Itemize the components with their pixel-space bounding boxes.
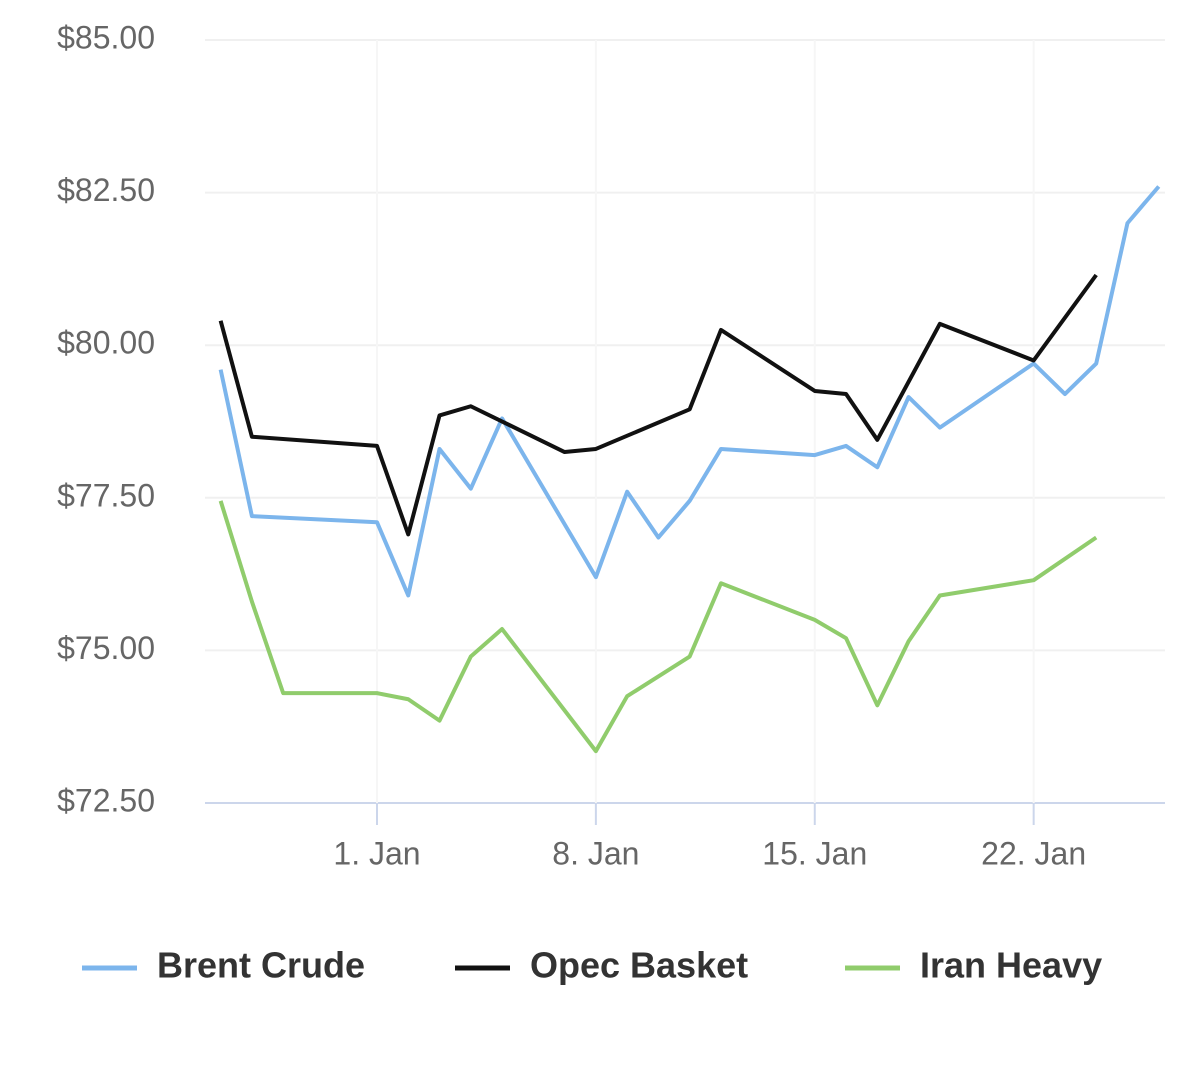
legend-label: Opec Basket (530, 945, 748, 986)
y-tick-label: $80.00 (57, 325, 155, 361)
legend-label: Brent Crude (157, 945, 365, 986)
line-series (218, 185, 1161, 598)
line-series (218, 500, 1098, 754)
x-tick-label: 1. Jan (333, 835, 420, 871)
x-tick-label: 15. Jan (762, 835, 867, 871)
x-tick-label: 22. Jan (981, 835, 1086, 871)
y-tick-label: $77.50 (57, 477, 155, 513)
line-series (218, 273, 1098, 537)
y-tick-label: $85.00 (57, 19, 155, 55)
y-tick-label: $75.00 (57, 630, 155, 666)
y-tick-label: $82.50 (57, 172, 155, 208)
y-tick-label: $72.50 (57, 782, 155, 818)
legend-label: Iran Heavy (920, 945, 1102, 986)
x-tick-label: 8. Jan (552, 835, 639, 871)
